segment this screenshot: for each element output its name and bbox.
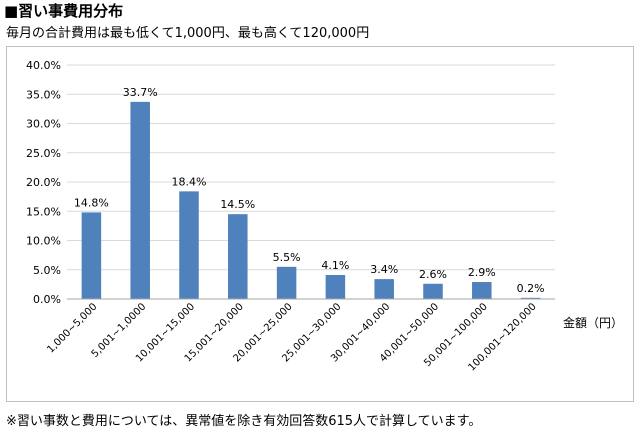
data-label: 14.5%	[220, 198, 255, 211]
y-tick-label: 10.0%	[26, 235, 61, 248]
bar-chart: 14.8% 33.7% 18.4% 14.5% 5.5% 4.1% 3.4% 2.6% 2.9%…	[26, 59, 623, 374]
data-label: 18.4%	[172, 175, 207, 188]
data-label: 4.1%	[321, 259, 349, 272]
y-tick-label: 25.0%	[26, 147, 61, 160]
bar	[520, 297, 541, 299]
x-tick-label: 1,000~5,000	[45, 301, 99, 355]
footnote: ※習い事数と費用については、異常値を除き有効回答数615人で計算しています。	[6, 414, 482, 429]
bar	[472, 282, 492, 299]
data-labels: 14.8% 33.7% 18.4% 14.5% 5.5% 4.1% 3.4% 2.6% 2.9%…	[74, 86, 545, 295]
page-title: ■習い事費用分布	[4, 2, 124, 20]
bar	[179, 191, 199, 299]
y-tick-label: 0.0%	[33, 293, 61, 306]
data-label: 0.2%	[517, 282, 545, 295]
bar	[423, 283, 443, 299]
y-tick-label: 15.0%	[26, 205, 61, 218]
chart-frame: 14.8% 33.7% 18.4% 14.5% 5.5% 4.1% 3.4% 2.6% 2.9%…	[6, 46, 634, 402]
bar	[81, 212, 102, 299]
x-axis-ticks: 1,000~5,0005,001~1,000010,001~15,00015,0…	[45, 301, 538, 373]
data-label: 2.9%	[468, 266, 496, 279]
bar	[276, 266, 297, 299]
y-tick-label: 5.0%	[33, 264, 61, 277]
bar	[130, 101, 150, 299]
data-label: 3.4%	[370, 263, 398, 276]
data-label: 5.5%	[273, 251, 301, 264]
data-label: 33.7%	[123, 86, 158, 99]
bars	[81, 101, 541, 299]
data-label: 2.6%	[419, 268, 447, 281]
y-tick-label: 20.0%	[26, 176, 61, 189]
y-tick-label: 30.0%	[26, 118, 61, 131]
bar	[228, 214, 248, 299]
y-axis-ticks: 0.0% 5.0% 10.0% 15.0% 20.0% 25.0% 30.0% 35.0% 40…	[26, 59, 61, 306]
page-subtitle: 毎月の合計費用は最も低くて1,000円、最も高くて120,000円	[6, 26, 370, 41]
y-tick-label: 40.0%	[26, 59, 61, 72]
y-tick-label: 35.0%	[26, 88, 61, 101]
data-label: 14.8%	[74, 196, 109, 209]
x-axis-title: 金額（円）	[563, 315, 623, 330]
bar	[325, 275, 346, 299]
bar	[374, 279, 394, 299]
